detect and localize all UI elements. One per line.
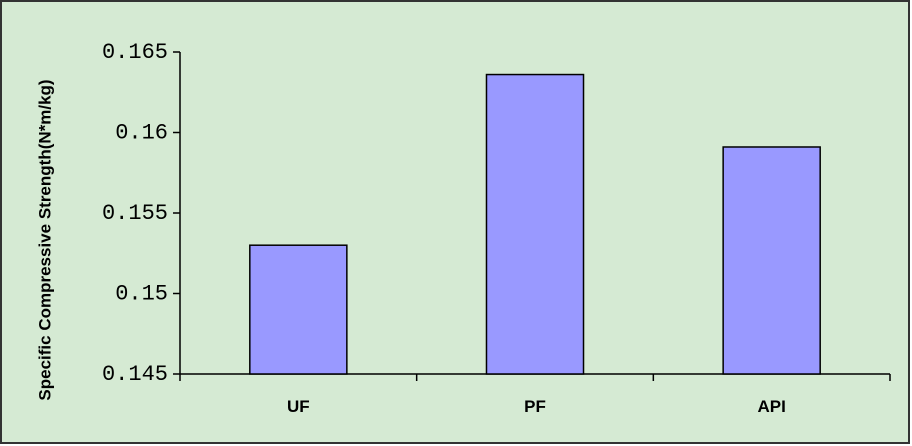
bar: [485, 73, 585, 375]
y-axis-label: Specific Compressive Strength(N*m/kg): [35, 79, 54, 400]
x-tick-label: PF: [524, 397, 546, 416]
x-tick-label: API: [757, 397, 785, 416]
x-tick-label: UF: [287, 397, 310, 416]
y-tick-label: 0.145: [102, 362, 168, 387]
y-tick-label: 0.155: [102, 201, 168, 226]
y-tick-label: 0.165: [102, 40, 168, 65]
y-tick-label: 0.15: [115, 281, 168, 306]
bar: [249, 244, 348, 375]
bar: [722, 146, 821, 375]
y-tick-label: 0.16: [115, 120, 168, 145]
